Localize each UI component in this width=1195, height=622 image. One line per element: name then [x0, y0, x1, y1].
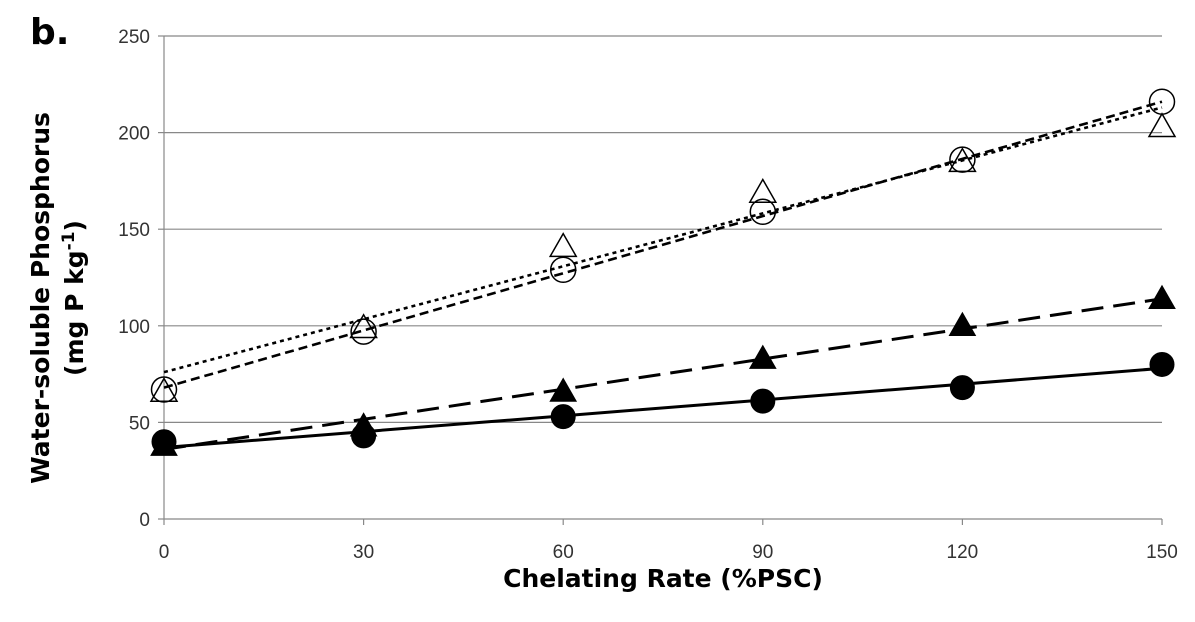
y-tick-label-0: 0 — [139, 510, 150, 531]
point-triangle-open-60 — [548, 232, 578, 258]
point-circle-open-150 — [1148, 88, 1176, 115]
y-tick-label-50: 50 — [129, 413, 150, 434]
point-circle-open-0 — [150, 376, 178, 403]
y-tick-label-150: 150 — [118, 220, 150, 241]
trendline-triangle-filled — [163, 297, 1163, 451]
point-circle-open-90 — [749, 198, 777, 226]
y-axis-title: Water-soluble Phosphorus (mg P kg-1) — [26, 112, 89, 484]
x-tick-label-60: 60 — [553, 542, 574, 563]
x-tick-label-120: 120 — [947, 542, 979, 563]
point-triangle-open-30 — [349, 313, 378, 339]
y-tick-label-100: 100 — [118, 317, 150, 338]
point-triangle-open-150 — [1147, 112, 1177, 138]
trendline-triangle-open — [163, 106, 1163, 374]
x-axis-title: Chelating Rate (%PSC) — [503, 564, 823, 593]
y-axis-unit-prefix: (mg P kg — [60, 250, 89, 376]
point-triangle-filled-60 — [549, 377, 578, 402]
panel-label: b. — [30, 12, 69, 53]
point-circle-filled-150 — [1149, 351, 1175, 377]
data-points — [149, 88, 1177, 456]
point-triangle-filled-150 — [1148, 284, 1176, 310]
point-triangle-open-120 — [948, 147, 977, 173]
x-tick-label-30: 30 — [353, 542, 374, 563]
y-axis-unit-superscript: -1 — [59, 231, 79, 250]
point-circle-filled-60 — [550, 404, 576, 430]
point-triangle-open-90 — [748, 177, 778, 203]
y-tick-label-200: 200 — [118, 124, 150, 145]
trendline-circle-open — [163, 100, 1163, 389]
point-circle-open-120 — [949, 146, 976, 173]
point-triangle-filled-120 — [948, 311, 977, 337]
y-axis-title-line2: (mg P kg-1) — [59, 220, 89, 376]
trendline-circle-filled — [163, 366, 1163, 450]
axes — [158, 35, 1163, 525]
point-circle-open-30 — [350, 318, 377, 345]
y-tick-label-250: 250 — [118, 27, 150, 48]
tick-labels: 0 50 100 150 200 250 0 30 60 90 120 150 — [118, 27, 1178, 563]
trendlines — [163, 100, 1163, 451]
point-triangle-filled-90 — [748, 344, 777, 369]
point-circle-filled-120 — [949, 375, 975, 401]
point-circle-filled-90 — [750, 388, 776, 414]
y-axis-unit-suffix: ) — [60, 220, 89, 231]
x-tick-label-0: 0 — [159, 542, 170, 563]
point-triangle-filled-0 — [150, 431, 178, 456]
x-tick-label-150: 150 — [1146, 542, 1178, 563]
gridlines — [164, 35, 1162, 423]
point-circle-open-60 — [549, 256, 577, 284]
x-tick-label-90: 90 — [752, 542, 773, 563]
point-triangle-open-0 — [149, 376, 179, 402]
y-axis-title-line1: Water-soluble Phosphorus — [26, 112, 55, 484]
point-triangle-filled-30 — [349, 412, 378, 437]
